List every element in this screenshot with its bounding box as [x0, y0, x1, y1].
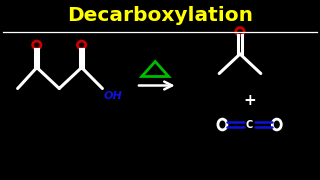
- Text: Decarboxylation: Decarboxylation: [67, 6, 253, 24]
- Text: +: +: [243, 93, 256, 108]
- Text: C: C: [246, 120, 253, 129]
- Text: OH: OH: [104, 91, 123, 101]
